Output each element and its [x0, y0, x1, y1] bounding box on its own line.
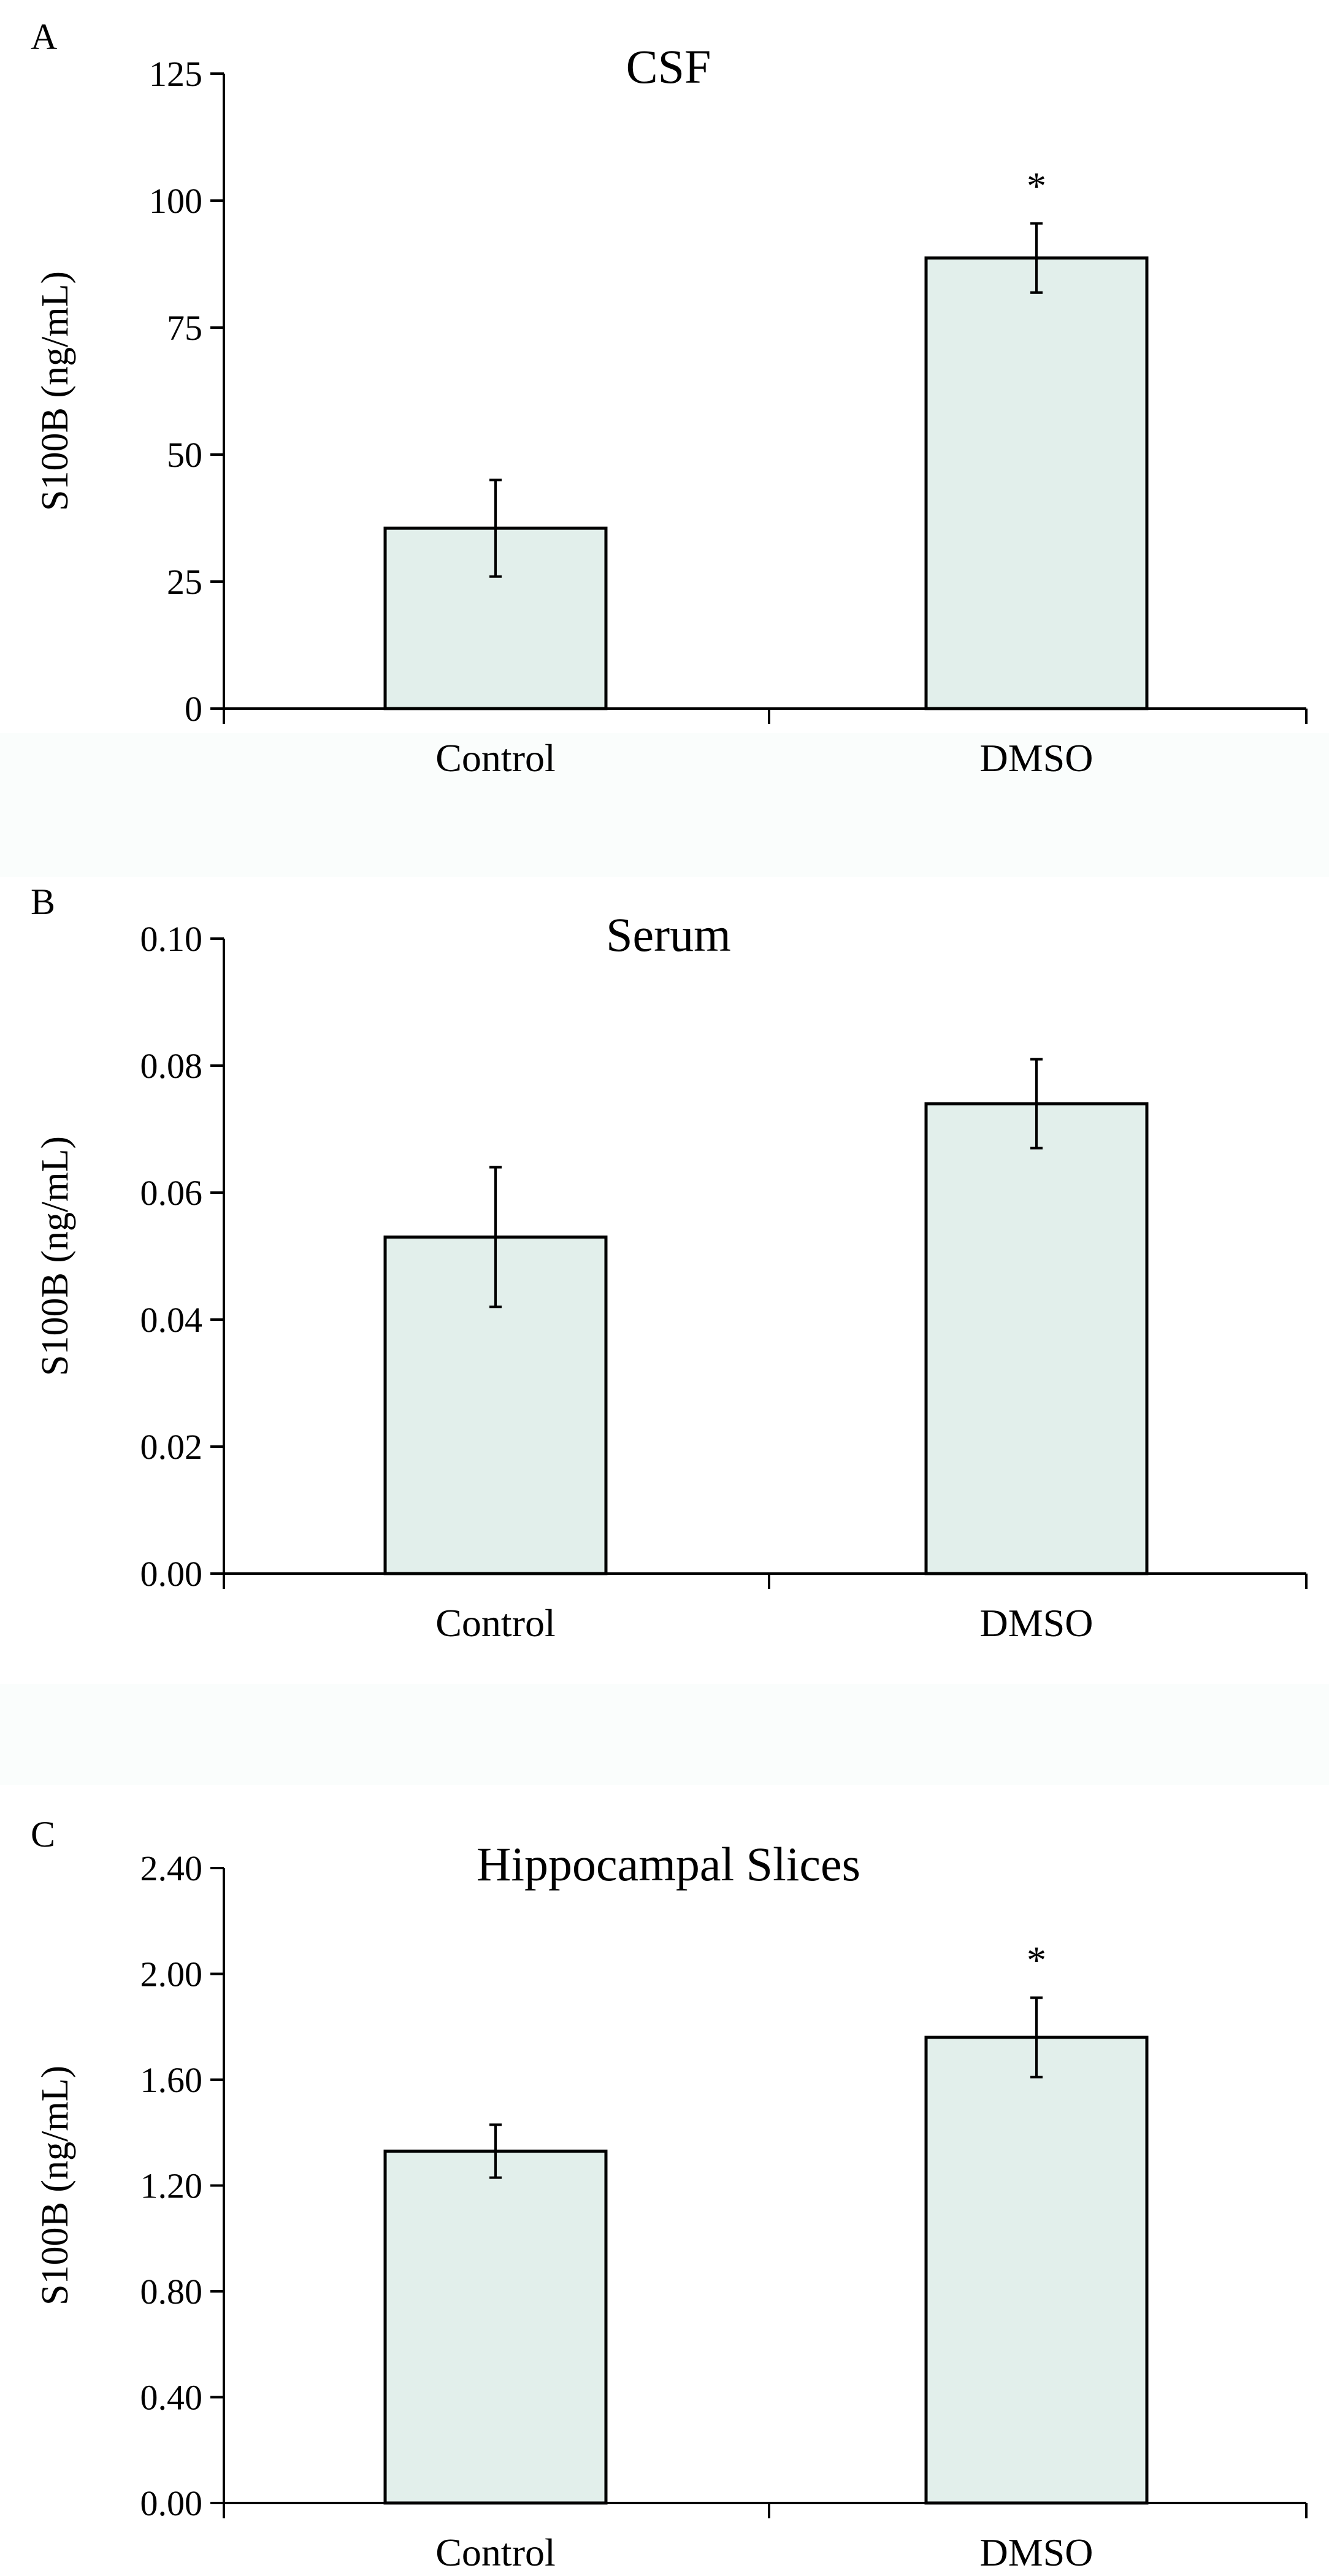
panel-letter: A	[31, 17, 57, 57]
y-tick-label: 0.06	[140, 1173, 203, 1213]
panel-letter: B	[31, 882, 55, 922]
chart-title: Hippocampal Slices	[477, 1837, 860, 1891]
y-tick-label: 0.00	[140, 1554, 203, 1594]
bar-dmso	[924, 2036, 1149, 2505]
x-category-label: DMSO	[980, 2531, 1093, 2574]
y-tick-label: 0.04	[140, 1300, 203, 1340]
y-axis-label: S100B (ng/mL)	[34, 271, 76, 511]
y-axis-label: S100B (ng/mL)	[34, 2066, 76, 2305]
y-tick-label: 25	[167, 562, 202, 602]
y-tick-label: 75	[167, 308, 202, 348]
chart-title: CSF	[626, 40, 711, 93]
y-tick-label: 0	[185, 689, 202, 729]
y-tick-label: 50	[167, 435, 202, 475]
y-tick-label: 1.20	[140, 2166, 203, 2206]
y-axis-label: S100B (ng/mL)	[34, 1136, 76, 1376]
x-category-label: Control	[435, 2531, 556, 2574]
y-tick-label: 125	[149, 54, 202, 94]
y-tick-label: 0.80	[140, 2272, 203, 2312]
panel-separator-band-1	[0, 733, 1329, 877]
y-tick-label: 0.00	[140, 2483, 203, 2523]
x-category-label: Control	[435, 1601, 556, 1645]
panel-letter: C	[31, 1814, 55, 1855]
y-tick-label: 0.10	[140, 919, 203, 959]
y-tick-label: 1.60	[140, 2060, 203, 2100]
y-tick-label: 2.40	[140, 1848, 203, 1888]
x-category-label: Control	[435, 736, 556, 780]
y-tick-label: 0.02	[140, 1427, 203, 1467]
significance-marker: *	[1027, 164, 1046, 207]
y-tick-label: 0.08	[140, 1046, 203, 1086]
bar-control	[383, 2149, 608, 2505]
y-tick-label: 2.00	[140, 1955, 203, 1994]
y-tick-label: 100	[149, 181, 202, 221]
chart-title: Serum	[606, 908, 731, 961]
x-category-label: DMSO	[980, 1601, 1093, 1645]
significance-marker: *	[1027, 1938, 1046, 1982]
y-tick-label: 0.40	[140, 2378, 203, 2418]
bar-dmso	[924, 1102, 1149, 1575]
panel-separator-band-2	[0, 1684, 1329, 1785]
x-category-label: DMSO	[980, 736, 1093, 780]
bar-dmso	[924, 256, 1149, 710]
